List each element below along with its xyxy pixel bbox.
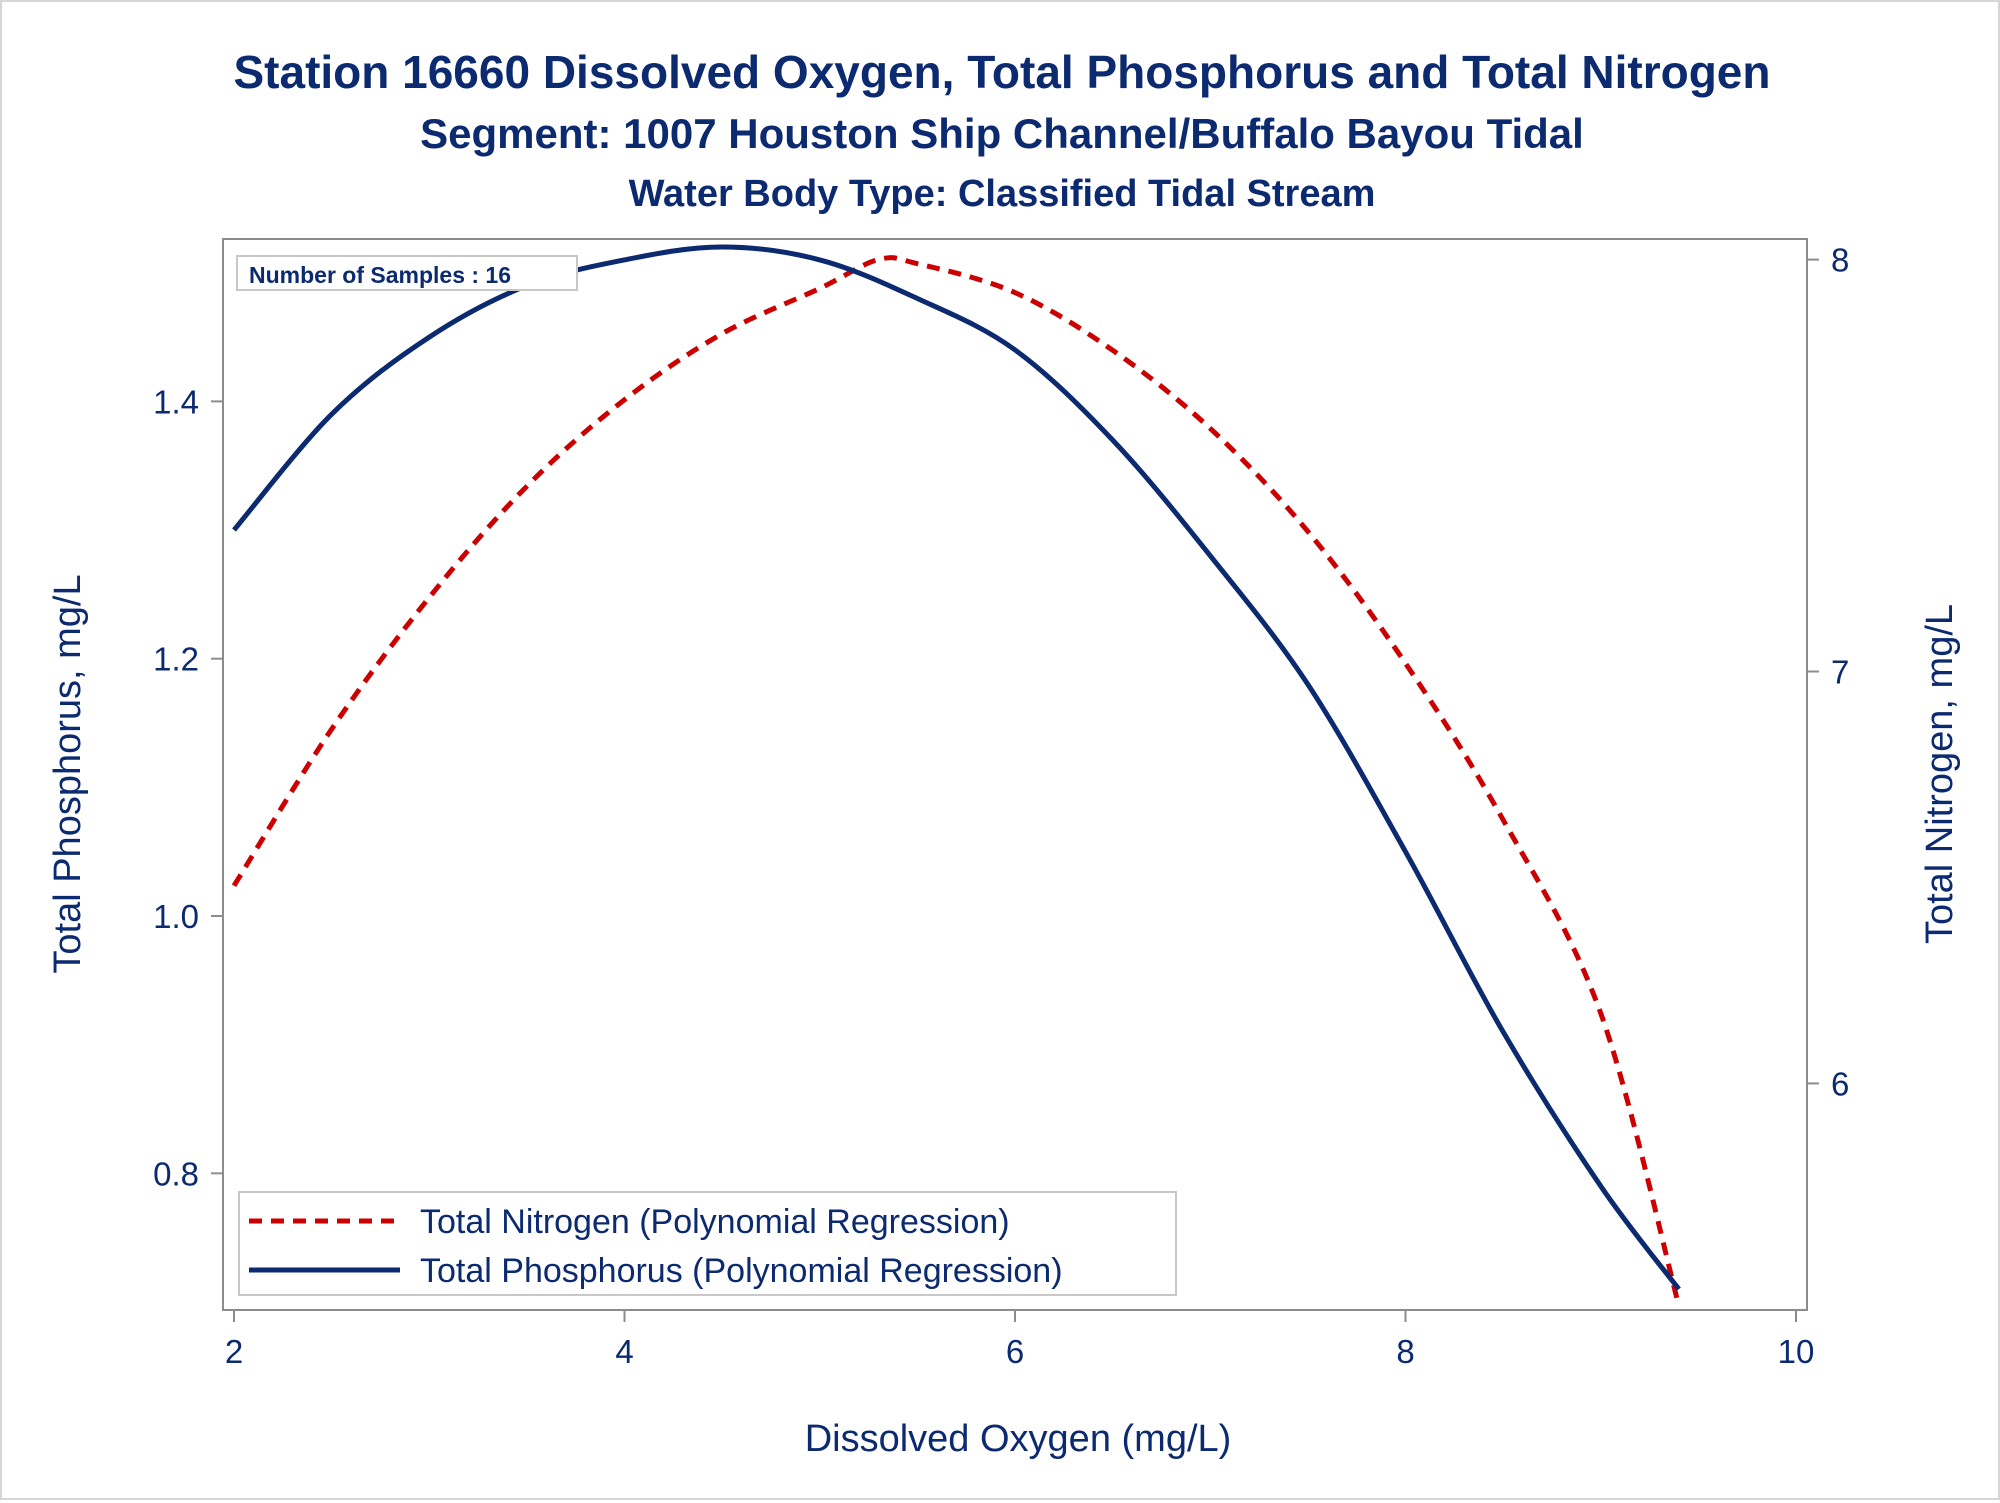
legend-label-nitrogen: Total Nitrogen (Polynomial Regression) [420, 1203, 1010, 1241]
x-tick-label: 4 [615, 1333, 633, 1370]
x-tick-label: 6 [1006, 1333, 1024, 1370]
x-axis-label: Dissolved Oxygen (mg/L) [805, 1418, 1232, 1460]
y-axis-label: Total Phosphorus, mg/L [47, 574, 89, 973]
x-axis: 2 4 6 8 10 [225, 1310, 1815, 1370]
y2-tick-label: 6 [1831, 1065, 1849, 1102]
chart-subtitle: Segment: 1007 Houston Ship Channel/Buffa… [420, 110, 1584, 157]
y-axis-left: 0.8 1.0 1.2 1.4 [153, 383, 223, 1192]
chart-subtitle-2: Water Body Type: Classified Tidal Stream [629, 173, 1376, 215]
y2-tick-label: 8 [1831, 242, 1849, 279]
legend-label-phosphorus: Total Phosphorus (Polynomial Regression) [420, 1252, 1063, 1290]
legend-box [238, 1191, 1177, 1296]
y-tick-label: 0.8 [153, 1155, 199, 1192]
series-line-phosphorus [232, 244, 1681, 1291]
plot-area [222, 238, 1808, 1311]
x-tick-label: 10 [1778, 1333, 1815, 1370]
y2-tick-label: 7 [1831, 654, 1849, 691]
samples-inset-box [236, 255, 578, 291]
samples-inset-text: Number of Samples : 16 [249, 262, 511, 288]
series-layer [231, 244, 1682, 1307]
legend: Total Nitrogen (Polynomial Regression) T… [238, 1191, 1177, 1296]
x-tick-label: 2 [225, 1333, 243, 1370]
y-axis-right: 6 7 8 [1807, 242, 1849, 1102]
y-tick-label: 1.0 [153, 898, 199, 935]
y-tick-label: 1.2 [153, 641, 199, 678]
series-line-nitrogen [231, 255, 1682, 1307]
chart-title: Station 16660 Dissolved Oxygen, Total Ph… [233, 46, 1770, 98]
x-tick-label: 8 [1396, 1333, 1414, 1370]
y-tick-label: 1.4 [153, 383, 199, 420]
samples-inset: Number of Samples : 16 [236, 255, 578, 291]
y2-axis-label: Total Nitrogen, mg/L [1919, 604, 1961, 944]
